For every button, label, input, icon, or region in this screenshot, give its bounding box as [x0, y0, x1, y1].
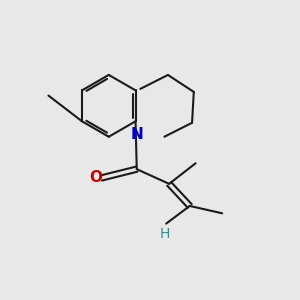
Text: O: O — [90, 170, 103, 185]
Text: H: H — [160, 226, 170, 241]
Text: N: N — [130, 127, 143, 142]
